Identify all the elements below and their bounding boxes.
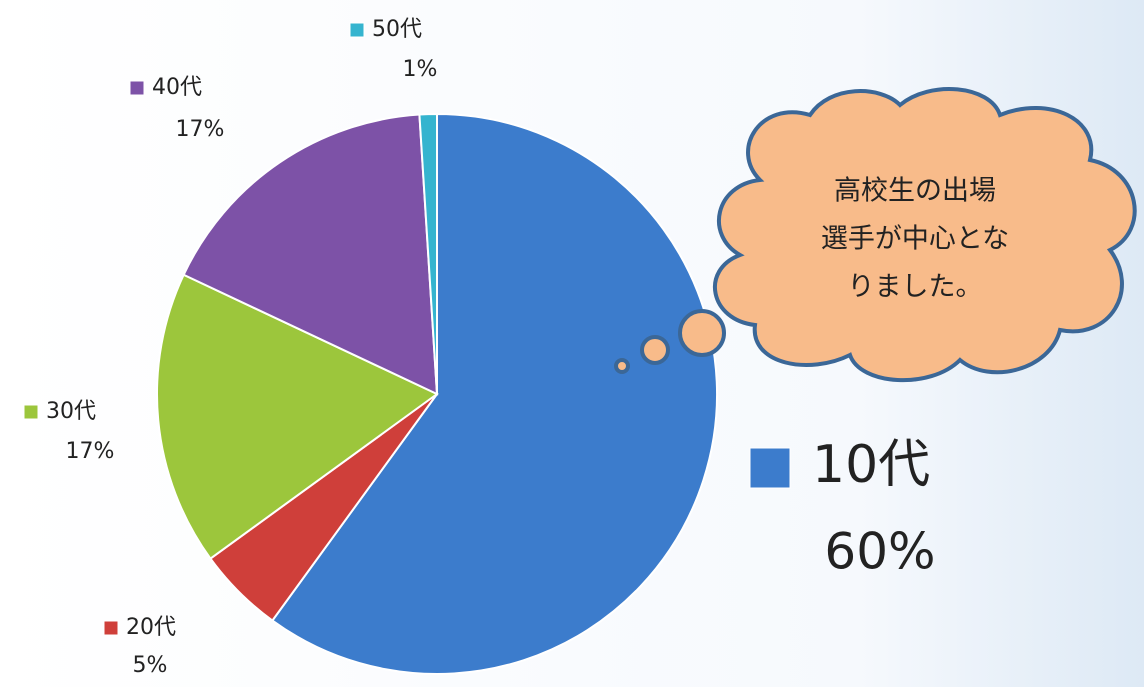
pie bbox=[156, 112, 718, 675]
callout-line: りました。 bbox=[848, 272, 983, 303]
callout-line: 高校生の出場 bbox=[834, 176, 996, 207]
value-label: 17% bbox=[66, 439, 115, 464]
legend-marker bbox=[349, 22, 365, 38]
callout bbox=[614, 87, 1137, 383]
category-label: 30代 bbox=[46, 399, 96, 424]
pie-slice bbox=[182, 113, 439, 396]
callout-line: 選手が中心とな bbox=[821, 224, 1009, 255]
labels: 10代 60% 20代 5% 30代 17% 40代 17% 50代 1% bbox=[23, 17, 936, 678]
pie-slice bbox=[156, 273, 439, 560]
pie-slice bbox=[418, 112, 438, 395]
legend-marker bbox=[103, 620, 119, 636]
value-label: 5% bbox=[133, 653, 168, 678]
category-label: 20代 bbox=[126, 615, 176, 640]
legend-marker bbox=[749, 447, 791, 489]
legend-marker bbox=[23, 404, 39, 420]
value-label: 60% bbox=[824, 523, 935, 581]
pie-slice bbox=[271, 112, 718, 675]
value-label: 1% bbox=[403, 57, 438, 82]
category-label: 10代 bbox=[812, 435, 930, 495]
category-label: 40代 bbox=[152, 75, 202, 100]
value-label: 17% bbox=[176, 117, 225, 142]
category-label: 50代 bbox=[372, 17, 422, 42]
legend-marker bbox=[129, 80, 145, 96]
